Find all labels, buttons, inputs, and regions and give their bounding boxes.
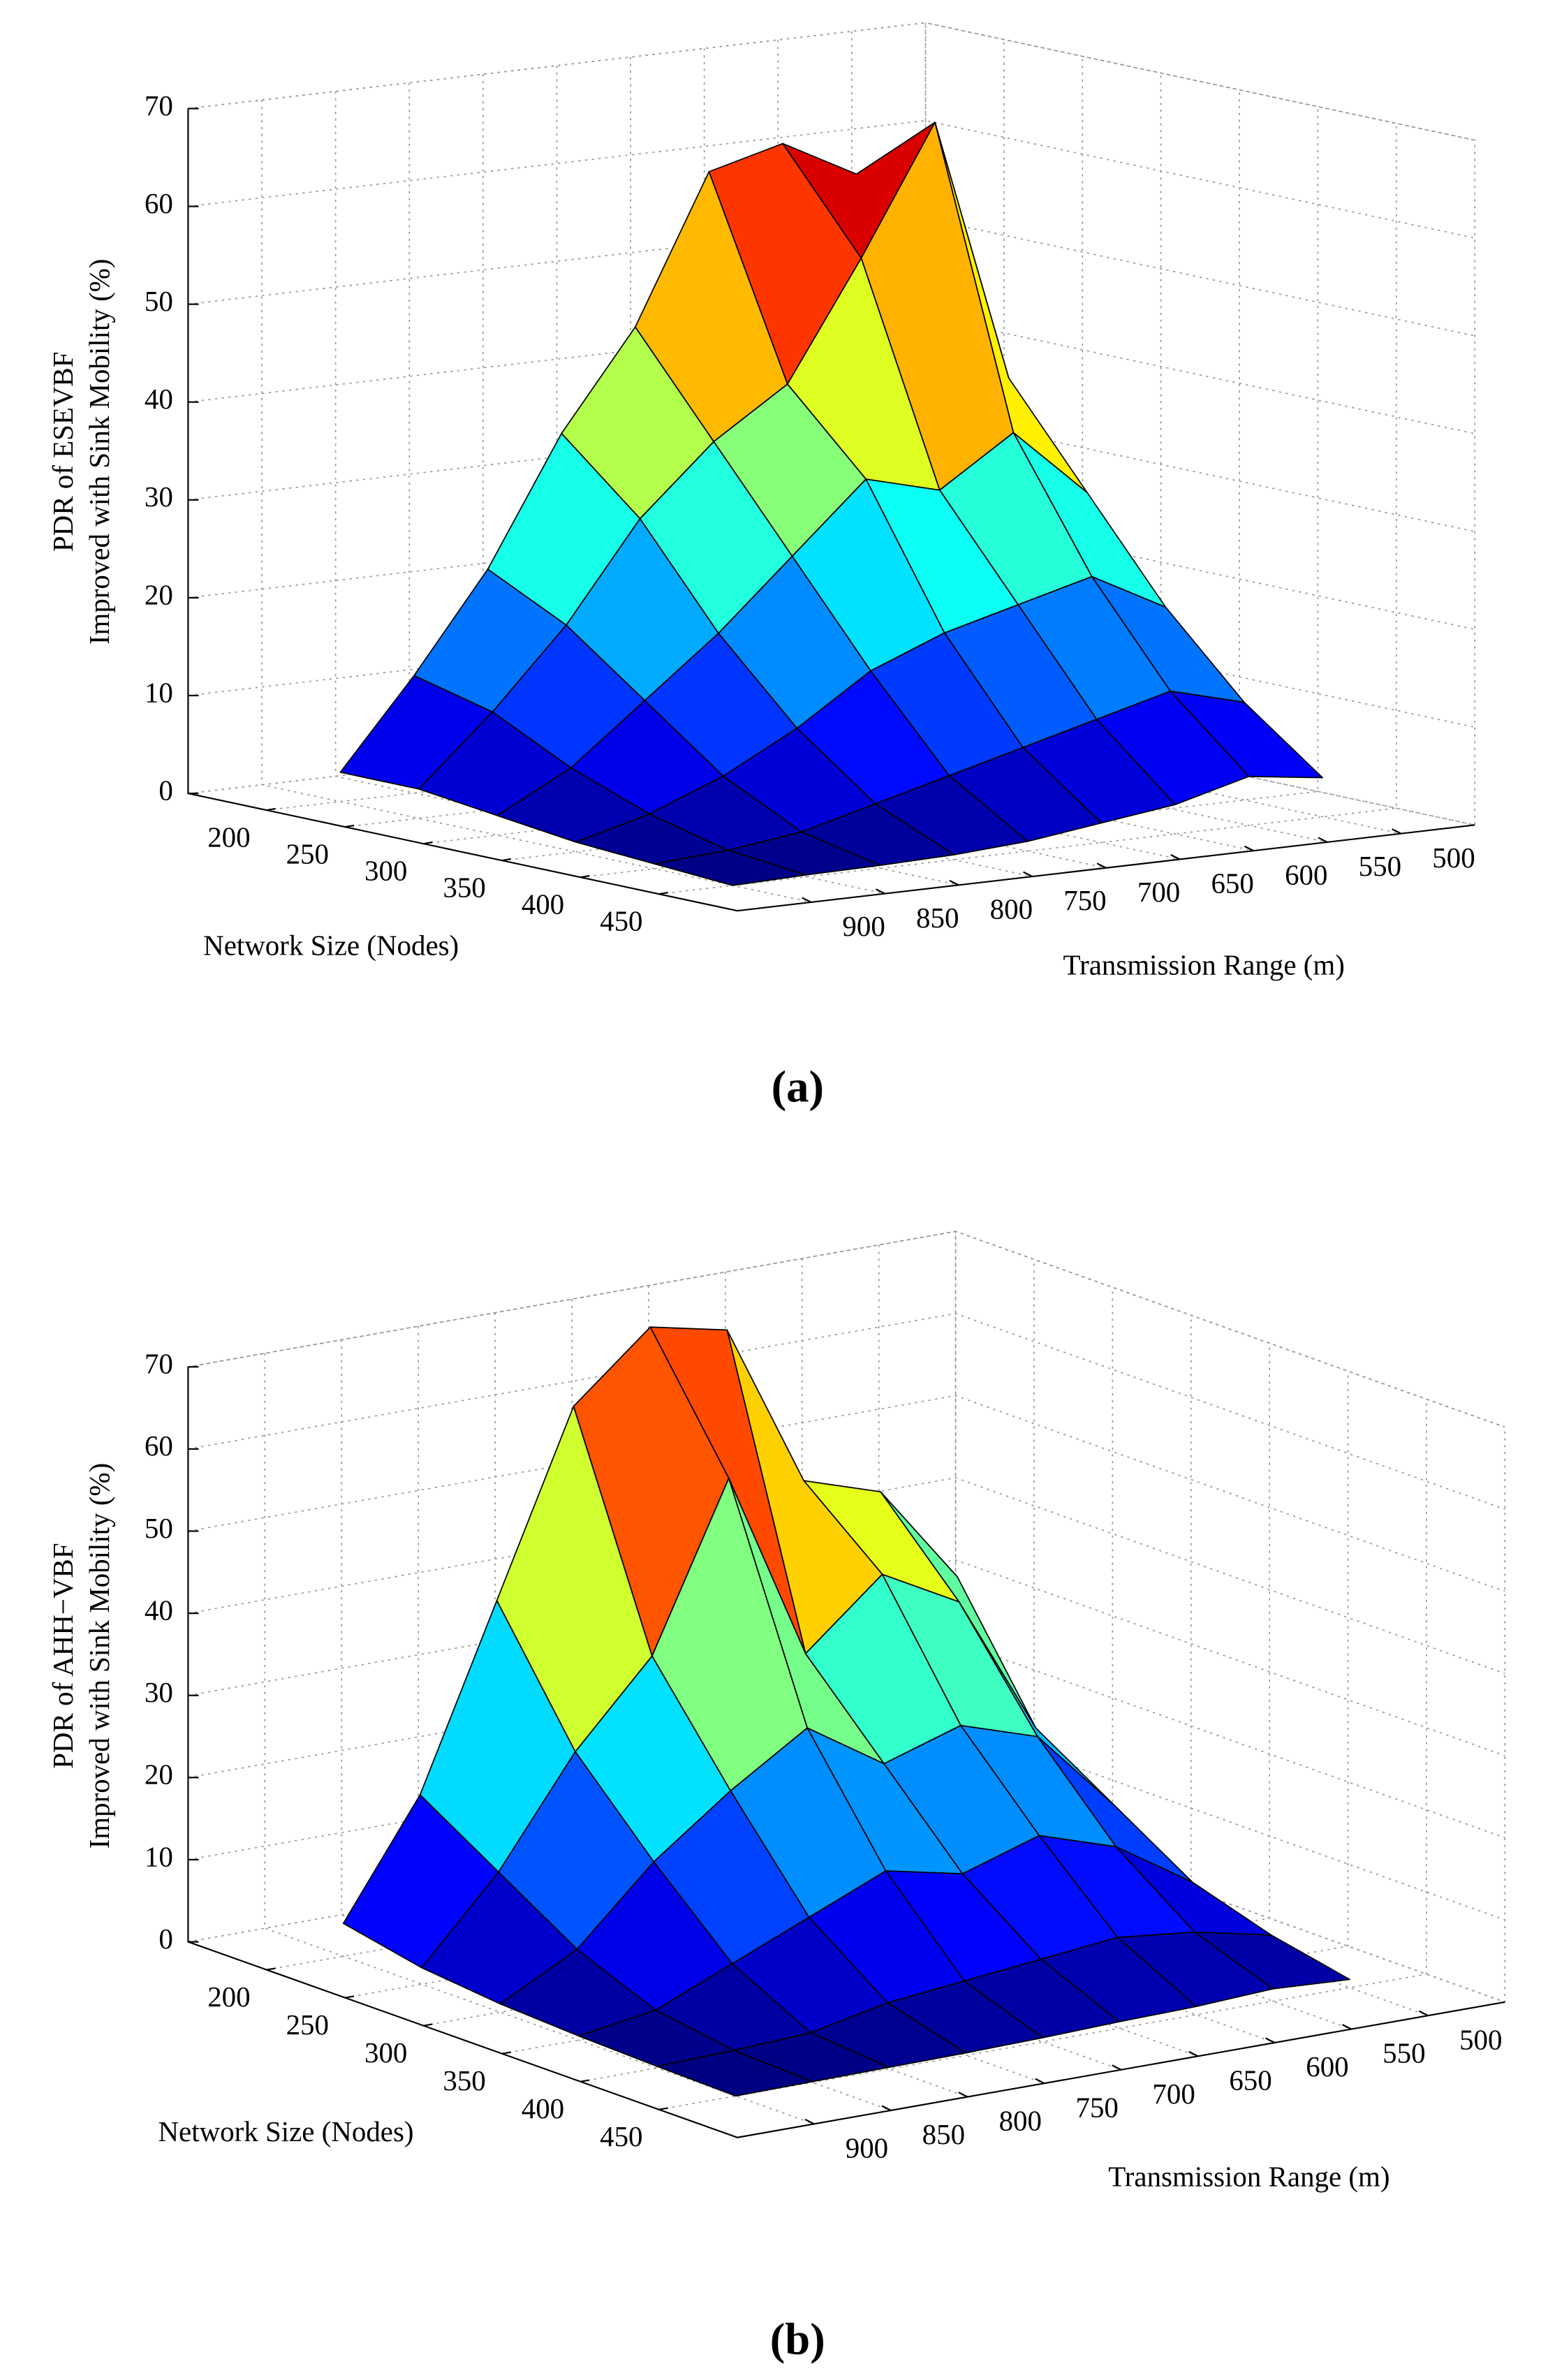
y-tick bbox=[1096, 862, 1107, 869]
y-tick-label: 850 bbox=[916, 902, 959, 934]
x-tick-label: 200 bbox=[207, 822, 250, 853]
z-axis-label: Improved with Sink Mobility (%) bbox=[84, 1463, 115, 1849]
x-tick-label: 200 bbox=[207, 1981, 250, 2013]
z-tick-label: 40 bbox=[145, 383, 173, 415]
y-tick-label: 650 bbox=[1229, 2065, 1271, 2096]
y-tick-label: 700 bbox=[1137, 876, 1180, 908]
z-tick-label: 60 bbox=[145, 188, 173, 219]
y-tick bbox=[1170, 854, 1181, 860]
y-tick bbox=[804, 2118, 815, 2125]
y-tick-label: 800 bbox=[999, 2106, 1042, 2137]
y-tick bbox=[802, 897, 812, 903]
y-tick bbox=[949, 879, 959, 886]
z-tick-label: 70 bbox=[145, 1349, 173, 1380]
y-tick-label: 600 bbox=[1306, 2051, 1348, 2082]
z-tick-label: 30 bbox=[145, 481, 173, 513]
y-tick bbox=[1265, 2037, 1275, 2043]
z-grid-line bbox=[188, 1477, 1505, 1675]
y-tick-label: 550 bbox=[1359, 851, 1401, 882]
y-tick bbox=[881, 2105, 892, 2111]
y-tick-label: 900 bbox=[842, 911, 885, 942]
y-tick-label: 650 bbox=[1211, 868, 1253, 899]
y-tick bbox=[1035, 2078, 1045, 2085]
y-tick bbox=[1188, 2050, 1199, 2057]
x-grid-line bbox=[658, 1399, 1427, 2110]
x-tick-label: 350 bbox=[443, 872, 485, 904]
z-tick-label: 50 bbox=[145, 1513, 173, 1544]
x-tick-label: 300 bbox=[364, 2037, 407, 2069]
y-tick bbox=[1418, 2010, 1429, 2017]
x-tick-label: 450 bbox=[600, 906, 642, 937]
x-tick-label: 400 bbox=[522, 2093, 564, 2124]
x-axis-label: Network Size (Nodes) bbox=[158, 2116, 413, 2147]
x-tick-label: 450 bbox=[600, 2121, 642, 2152]
y-tick-label: 850 bbox=[922, 2119, 965, 2150]
y-axis-label: Transmission Range (m) bbox=[1063, 949, 1345, 980]
caption: (b) bbox=[770, 2314, 825, 2365]
x-tick-label: 250 bbox=[286, 839, 329, 870]
z-tick-label: 10 bbox=[145, 677, 173, 708]
surface-face bbox=[654, 849, 807, 886]
y-tick-label: 750 bbox=[1075, 2092, 1118, 2123]
y-tick bbox=[1023, 871, 1033, 878]
z-grid-line bbox=[188, 1312, 1505, 1510]
y-tick bbox=[1244, 845, 1254, 852]
axis-line bbox=[187, 1367, 1505, 2138]
z-tick-label: 50 bbox=[145, 286, 173, 317]
x-grid-line bbox=[345, 56, 1084, 828]
y-grid-line bbox=[261, 100, 811, 903]
z-grid-line bbox=[188, 1395, 1505, 1592]
z-grid-line bbox=[188, 1559, 1505, 1756]
caption: (a) bbox=[772, 1062, 824, 1112]
x-tick-label: 300 bbox=[364, 855, 407, 887]
y-tick bbox=[1392, 828, 1402, 835]
z-tick-label: 30 bbox=[145, 1677, 173, 1708]
x-grid-line bbox=[580, 106, 1319, 879]
y-tick-label: 550 bbox=[1383, 2038, 1425, 2069]
z-grid-line bbox=[188, 1231, 1505, 1428]
y-tick bbox=[1318, 837, 1328, 843]
x-tick-label: 350 bbox=[443, 2065, 485, 2096]
z-tick-label: 0 bbox=[158, 774, 172, 806]
x-grid-line bbox=[266, 39, 1005, 811]
x-grid-line bbox=[501, 89, 1240, 862]
y-tick-label: 500 bbox=[1432, 842, 1475, 874]
y-tick bbox=[1112, 2064, 1122, 2071]
z-tick-label: 40 bbox=[145, 1594, 173, 1626]
back-wall bbox=[924, 22, 1476, 826]
z-tick-label: 10 bbox=[145, 1841, 173, 1872]
axis-line bbox=[187, 108, 1475, 912]
y-tick-label: 900 bbox=[846, 2133, 888, 2164]
x-grid-line bbox=[580, 1371, 1349, 2082]
y-grid-line bbox=[334, 91, 885, 895]
x-grid-line bbox=[658, 123, 1397, 895]
z-axis-label: PDR of AHH−VBF bbox=[47, 1543, 79, 1768]
x-grid-line bbox=[501, 1343, 1270, 2055]
x-tick-label: 400 bbox=[522, 889, 564, 920]
y-tick-label: 500 bbox=[1459, 2024, 1502, 2055]
y-tick-label: 800 bbox=[990, 894, 1033, 925]
surface-face bbox=[656, 2050, 813, 2097]
z-axis-label: Improved with Sink Mobility (%) bbox=[84, 259, 115, 645]
z-tick-label: 70 bbox=[145, 90, 173, 122]
z-axis-label: PDR of ESEVBF bbox=[47, 352, 79, 552]
y-tick bbox=[875, 888, 885, 895]
x-tick-label: 250 bbox=[286, 2009, 329, 2041]
z-grid-line bbox=[188, 22, 1475, 141]
z-tick-label: 60 bbox=[145, 1430, 173, 1462]
y-axis-label: Transmission Range (m) bbox=[1108, 2161, 1389, 2192]
x-axis-label: Network Size (Nodes) bbox=[203, 930, 459, 961]
y-tick bbox=[1342, 2024, 1352, 2030]
y-tick-label: 600 bbox=[1285, 859, 1327, 890]
y-tick-label: 750 bbox=[1063, 885, 1106, 916]
x-grid-line bbox=[423, 73, 1162, 844]
y-tick bbox=[958, 2092, 968, 2098]
y-grid-line bbox=[264, 1353, 815, 2125]
z-tick-label: 20 bbox=[145, 579, 173, 610]
y-tick-label: 700 bbox=[1152, 2078, 1195, 2110]
z-tick-label: 20 bbox=[145, 1759, 173, 1791]
z-tick-label: 0 bbox=[158, 1923, 172, 1955]
